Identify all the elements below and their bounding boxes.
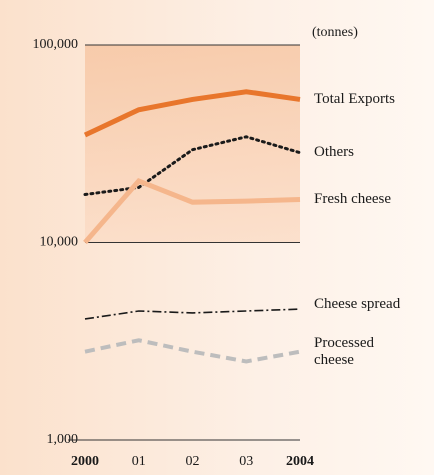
- plot-band: [85, 45, 300, 243]
- series-label: Others: [314, 144, 354, 161]
- series-line: [84, 338, 301, 364]
- series-line: [83, 177, 301, 245]
- y-tick-label: 10,000: [40, 235, 79, 250]
- x-tick-label: 02: [186, 454, 200, 469]
- series-label: Processed cheese: [314, 334, 374, 368]
- series-line: [83, 89, 301, 138]
- unit-label: (tonnes): [312, 25, 358, 40]
- series-label: Cheese spread: [314, 295, 401, 312]
- x-tick-label: 2000: [71, 454, 99, 469]
- series-line: [83, 135, 302, 196]
- x-tick-label: 01: [132, 454, 146, 469]
- y-tick-label: 100,000: [33, 37, 79, 52]
- x-tick-label: 03: [239, 454, 253, 469]
- series-line: [84, 308, 301, 320]
- series-label: Fresh cheese: [314, 191, 392, 208]
- series-label: Total Exports: [314, 90, 396, 107]
- y-tick-label: 1,000: [47, 432, 79, 447]
- x-tick-label: 2004: [286, 454, 314, 469]
